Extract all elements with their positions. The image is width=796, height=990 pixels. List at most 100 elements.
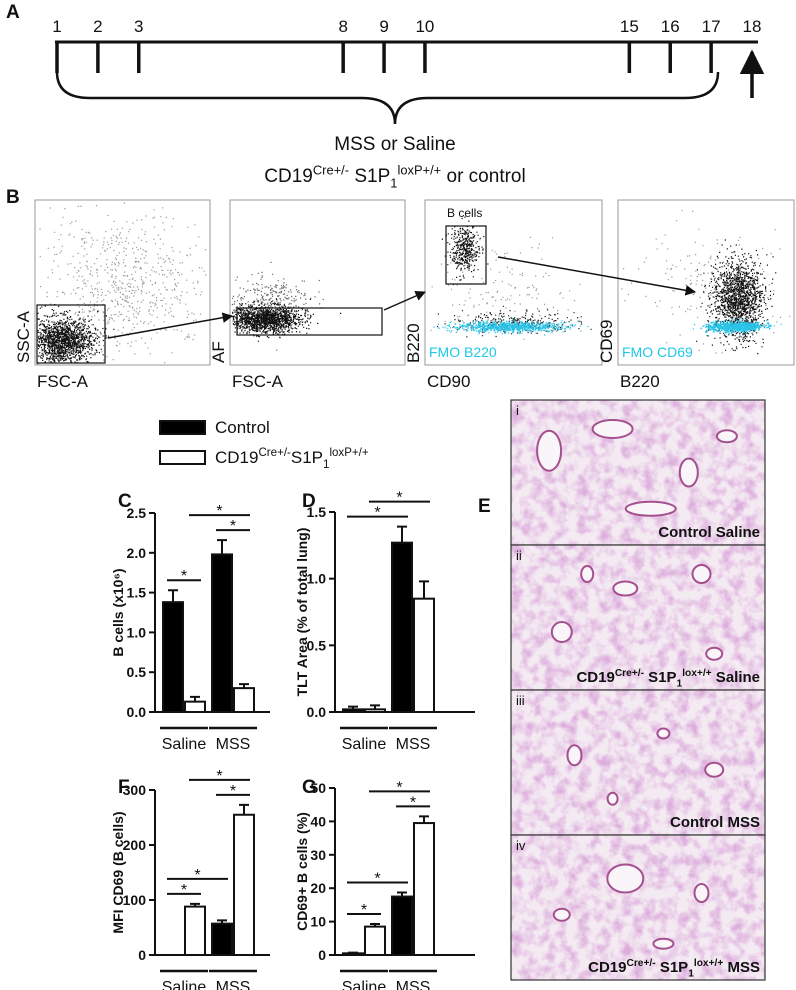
panel-frame bbox=[510, 834, 766, 981]
text-part: or control bbox=[441, 166, 525, 187]
tissue-texture bbox=[511, 835, 765, 980]
airway bbox=[624, 500, 677, 517]
fmo-label: FMO B220 bbox=[429, 344, 497, 360]
y-axis-label: B220 bbox=[404, 323, 423, 363]
error-bar bbox=[348, 951, 358, 954]
airway bbox=[715, 429, 738, 444]
panel-numeral: ii bbox=[516, 548, 522, 563]
y-tick-label: 0 bbox=[138, 947, 146, 963]
significance-label: * bbox=[181, 568, 187, 585]
day-label: 9 bbox=[379, 17, 388, 36]
bar bbox=[233, 687, 255, 713]
significance-label: * bbox=[374, 871, 380, 888]
rich-text: CD19Cre+/- S1P1lox+/+ Saline bbox=[576, 668, 760, 690]
x-axis-label: FSC-A bbox=[37, 372, 89, 391]
text-part: Control Saline bbox=[658, 524, 760, 541]
text-part: 1 bbox=[323, 459, 329, 471]
panel-label: D bbox=[302, 491, 316, 512]
gate-arrow bbox=[107, 312, 234, 339]
day-label: 3 bbox=[134, 17, 143, 36]
text-part: Cre+/- bbox=[626, 958, 655, 969]
y-tick-label: 100 bbox=[123, 892, 147, 908]
panel-label: G bbox=[302, 777, 317, 798]
day-label: 10 bbox=[415, 17, 434, 36]
x-axis-label: CD90 bbox=[427, 372, 470, 391]
error-bar bbox=[190, 902, 200, 907]
x-axis-label: B220 bbox=[620, 372, 660, 391]
rich-text: Control Saline bbox=[658, 524, 760, 541]
error-bar bbox=[168, 589, 178, 603]
y-tick-label: 50 bbox=[310, 780, 326, 796]
gate bbox=[36, 304, 106, 364]
y-axis-label: SSC-A bbox=[14, 310, 33, 363]
bar bbox=[162, 601, 184, 713]
panel-numeral: i bbox=[516, 403, 519, 418]
text-part: MSS bbox=[723, 959, 760, 976]
text-part: Saline bbox=[712, 669, 760, 686]
plot-frame bbox=[229, 199, 406, 366]
plot-frame bbox=[617, 199, 795, 366]
airway bbox=[552, 907, 571, 922]
airway bbox=[536, 429, 563, 472]
error-bar bbox=[370, 704, 380, 710]
day-label: 18 bbox=[743, 17, 762, 36]
text-part: S1P bbox=[291, 448, 323, 467]
bar bbox=[211, 922, 233, 957]
y-tick-label: 0.5 bbox=[127, 664, 147, 680]
airway bbox=[652, 937, 675, 950]
text-part: 1 bbox=[688, 969, 694, 980]
rich-text: Control bbox=[215, 418, 270, 437]
bar bbox=[233, 813, 255, 956]
significance-label: * bbox=[361, 902, 367, 919]
x-tick-label: Saline bbox=[342, 736, 387, 753]
text-part: lox+/+ bbox=[694, 958, 723, 969]
error-bar bbox=[217, 919, 227, 924]
significance-label: * bbox=[194, 867, 200, 884]
text-part: 1 bbox=[677, 679, 683, 690]
y-axis-label: AF bbox=[209, 341, 228, 363]
event-dots bbox=[696, 239, 777, 355]
tissue-texture bbox=[511, 690, 765, 835]
error-bar bbox=[239, 803, 249, 815]
airway bbox=[550, 621, 573, 643]
panel-label: A bbox=[6, 2, 20, 23]
x-tick-label: Saline bbox=[162, 979, 207, 990]
y-tick-label: 30 bbox=[310, 847, 326, 863]
y-tick-label: 1.5 bbox=[307, 504, 327, 520]
significance-label: * bbox=[181, 882, 187, 899]
text-part: CD19 bbox=[588, 959, 626, 976]
y-tick-label: 0.0 bbox=[127, 704, 147, 720]
gate bbox=[236, 307, 383, 336]
event-dots bbox=[692, 318, 782, 337]
text-part: CD19 bbox=[215, 448, 258, 467]
panel-numeral: iii bbox=[516, 693, 525, 708]
error-bar bbox=[348, 705, 358, 710]
error-bar bbox=[239, 683, 249, 689]
bar bbox=[342, 708, 364, 713]
error-bar bbox=[370, 922, 380, 927]
bar bbox=[413, 597, 435, 714]
y-tick-label: 0 bbox=[318, 947, 326, 963]
legend-swatch bbox=[159, 450, 206, 465]
y-tick-label: 2.0 bbox=[127, 545, 147, 561]
bar bbox=[364, 708, 386, 713]
plot-frame bbox=[34, 199, 211, 366]
tissue-texture bbox=[511, 545, 765, 690]
text-part: Control MSS bbox=[670, 814, 760, 831]
airway bbox=[591, 419, 634, 439]
bar bbox=[364, 925, 386, 956]
event-dots bbox=[441, 216, 489, 286]
text-part: Control bbox=[215, 418, 270, 437]
event-dots bbox=[231, 261, 324, 351]
airway bbox=[612, 580, 639, 597]
text-part: Cre+/- bbox=[258, 447, 291, 459]
text-part: S1P bbox=[349, 166, 390, 187]
text-part: lox+/+ bbox=[682, 668, 711, 679]
event-dots bbox=[231, 298, 342, 342]
bar bbox=[391, 541, 413, 714]
text-part: S1P bbox=[644, 669, 677, 686]
y-tick-label: 1.5 bbox=[127, 585, 147, 601]
error-bar bbox=[217, 539, 227, 555]
panel-label: E bbox=[478, 496, 491, 517]
event-dots bbox=[433, 317, 589, 336]
